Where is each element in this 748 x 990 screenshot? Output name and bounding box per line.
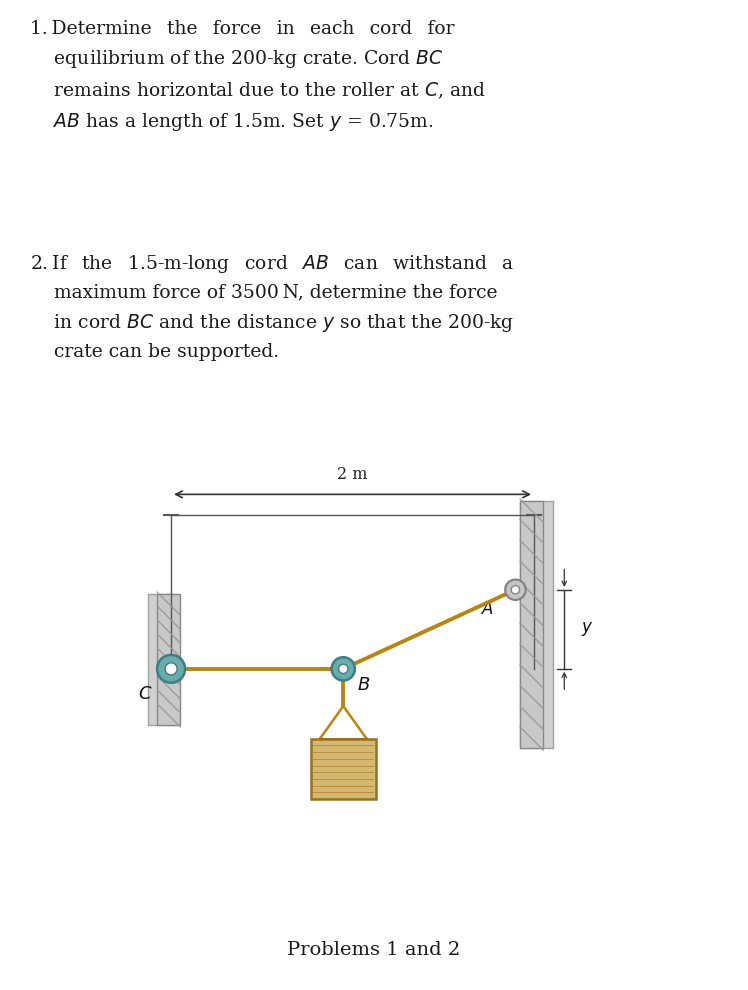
Circle shape xyxy=(511,585,520,594)
Text: $B$: $B$ xyxy=(358,676,370,694)
Text: 2 m: 2 m xyxy=(337,465,368,483)
Circle shape xyxy=(165,662,177,675)
Text: $y$: $y$ xyxy=(580,621,593,639)
Text: Problems 1 and 2: Problems 1 and 2 xyxy=(287,941,461,959)
Circle shape xyxy=(157,655,185,683)
Text: $A$: $A$ xyxy=(482,601,494,619)
Polygon shape xyxy=(520,501,543,748)
Text: 2. If  the  1.5-m-long  cord  $AB$  can  withstand  a
    maximum force of 3500 : 2. If the 1.5-m-long cord $AB$ can withs… xyxy=(30,252,515,361)
Polygon shape xyxy=(520,501,553,748)
Text: $C$: $C$ xyxy=(138,685,153,703)
Circle shape xyxy=(505,579,526,600)
Circle shape xyxy=(331,657,355,680)
Polygon shape xyxy=(148,594,176,725)
Polygon shape xyxy=(310,739,375,799)
Text: 1. Determine  the  force  in  each  cord  for
    equilibrium of the 200-kg crat: 1. Determine the force in each cord for … xyxy=(30,20,485,133)
Polygon shape xyxy=(157,594,180,725)
Circle shape xyxy=(339,664,348,673)
